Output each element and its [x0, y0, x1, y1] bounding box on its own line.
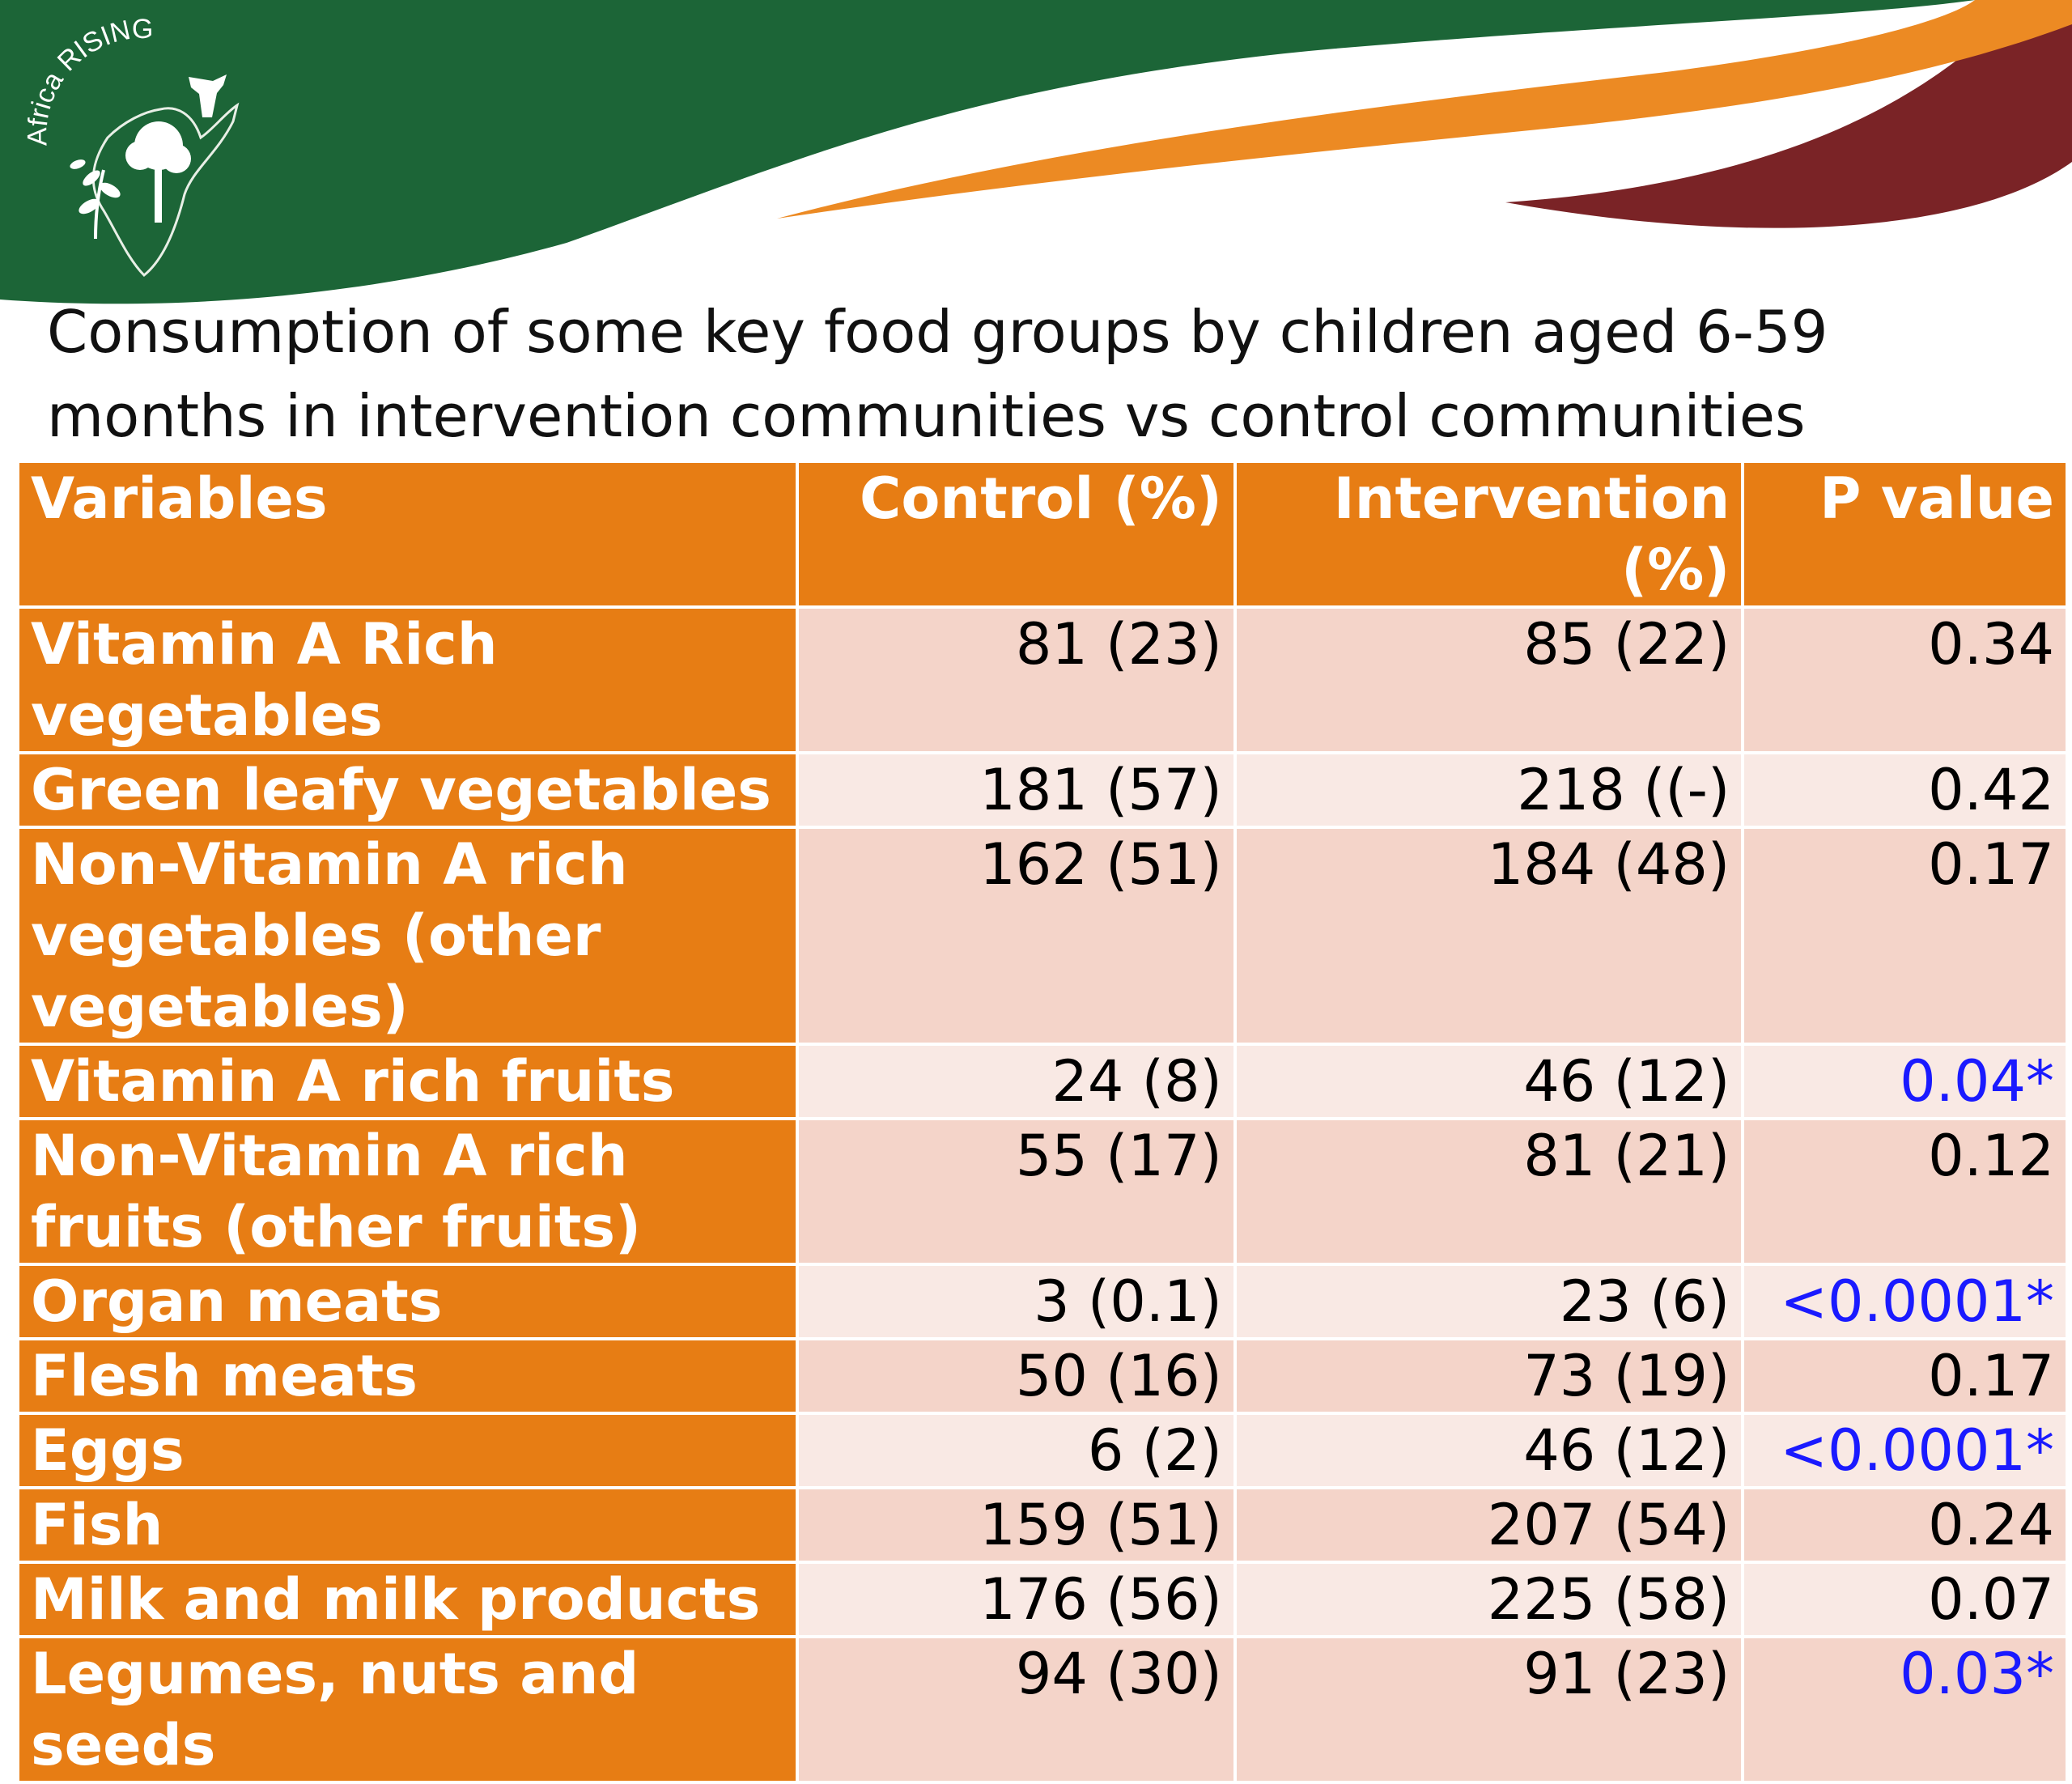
row-variable: Legumes, nuts and seeds [19, 1638, 796, 1781]
row-intervention: 23 (6) [1236, 1266, 1742, 1337]
header-banner [0, 0, 2072, 308]
row-intervention: 46 (12) [1236, 1046, 1742, 1117]
row-control: 6 (2) [799, 1415, 1233, 1486]
slide-title: Consumption of some key food groups by c… [47, 298, 1828, 450]
banner-swoosh [0, 0, 2072, 304]
table-row: Flesh meats 50 (16) 73 (19) 0.17 [19, 1340, 2066, 1412]
row-intervention: 218 ((-) [1236, 754, 1742, 826]
row-control: 55 (17) [799, 1120, 1233, 1263]
row-control: 176 (56) [799, 1564, 1233, 1635]
row-p-value: 0.03* [1744, 1638, 2066, 1781]
table-row: Legumes, nuts and seeds 94 (30) 91 (23) … [19, 1638, 2066, 1781]
row-intervention: 46 (12) [1236, 1415, 1742, 1486]
food-groups-table: Variables Control (%) Intervention (%) P… [16, 460, 2069, 1784]
row-variable: Fish [19, 1489, 796, 1561]
row-intervention: 184 (48) [1236, 829, 1742, 1043]
row-intervention: 73 (19) [1236, 1340, 1742, 1412]
row-p-value: 0.04* [1744, 1046, 2066, 1117]
row-p-value: 0.42 [1744, 754, 2066, 826]
table-row: Milk and milk products 176 (56) 225 (58)… [19, 1564, 2066, 1635]
row-p-value: <0.0001* [1744, 1415, 2066, 1486]
row-variable: Non-Vitamin A rich fruits (other fruits) [19, 1120, 796, 1263]
row-p-value: <0.0001* [1744, 1266, 2066, 1337]
row-control: 94 (30) [799, 1638, 1233, 1781]
row-variable: Organ meats [19, 1266, 796, 1337]
row-variable: Green leafy vegetables [19, 754, 796, 826]
row-control: 50 (16) [799, 1340, 1233, 1412]
row-p-value: 0.24 [1744, 1489, 2066, 1561]
row-variable: Milk and milk products [19, 1564, 796, 1635]
row-variable: Non-Vitamin A rich vegetables (other veg… [19, 829, 796, 1043]
table-row: Organ meats 3 (0.1) 23 (6) <0.0001* [19, 1266, 2066, 1337]
row-intervention: 81 (21) [1236, 1120, 1742, 1263]
row-p-value: 0.12 [1744, 1120, 2066, 1263]
table-header-row: Variables Control (%) Intervention (%) P… [19, 463, 2066, 605]
logo-graphic: Africa RISING [22, 14, 240, 278]
table-row: Green leafy vegetables 181 (57) 218 ((-)… [19, 754, 2066, 826]
row-intervention: 85 (22) [1236, 609, 1742, 751]
row-control: 162 (51) [799, 829, 1233, 1043]
logo-text: Africa RISING [22, 16, 153, 147]
africa-rising-logo: Africa RISING [15, 14, 249, 283]
table-row: Fish 159 (51) 207 (54) 0.24 [19, 1489, 2066, 1561]
row-variable: Eggs [19, 1415, 796, 1486]
row-p-value: 0.17 [1744, 829, 2066, 1043]
row-intervention: 207 (54) [1236, 1489, 1742, 1561]
row-variable: Vitamin A rich fruits [19, 1046, 796, 1117]
table-row: Eggs 6 (2) 46 (12) <0.0001* [19, 1415, 2066, 1486]
header-intervention: Intervention (%) [1236, 463, 1742, 605]
row-control: 24 (8) [799, 1046, 1233, 1117]
row-p-value: 0.34 [1744, 609, 2066, 751]
row-control: 81 (23) [799, 609, 1233, 751]
row-intervention: 225 (58) [1236, 1564, 1742, 1635]
row-variable: Flesh meats [19, 1340, 796, 1412]
header-control: Control (%) [799, 463, 1233, 605]
row-intervention: 91 (23) [1236, 1638, 1742, 1781]
row-control: 181 (57) [799, 754, 1233, 826]
header-p-value: P value [1744, 463, 2066, 605]
row-p-value: 0.17 [1744, 1340, 2066, 1412]
table-row: Vitamin A Rich vegetables 81 (23) 85 (22… [19, 609, 2066, 751]
header-variables: Variables [19, 463, 796, 605]
table-row: Vitamin A rich fruits 24 (8) 46 (12) 0.0… [19, 1046, 2066, 1117]
table-row: Non-Vitamin A rich vegetables (other veg… [19, 829, 2066, 1043]
row-variable: Vitamin A Rich vegetables [19, 609, 796, 751]
row-control: 159 (51) [799, 1489, 1233, 1561]
table-row: Non-Vitamin A rich fruits (other fruits)… [19, 1120, 2066, 1263]
row-control: 3 (0.1) [799, 1266, 1233, 1337]
row-p-value: 0.07 [1744, 1564, 2066, 1635]
